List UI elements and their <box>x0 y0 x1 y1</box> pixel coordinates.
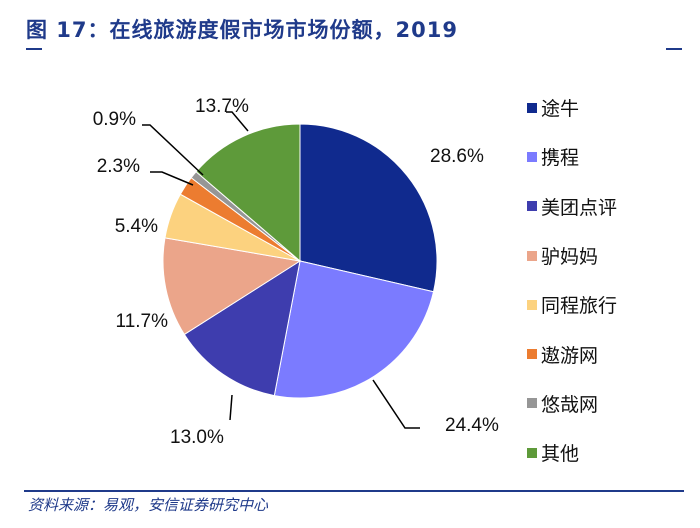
footer-rule <box>24 490 684 492</box>
legend-swatch <box>527 250 537 261</box>
legend-label: 遨游网 <box>541 344 599 367</box>
legend-label: 途牛 <box>541 98 580 121</box>
data-label: 0.9% <box>93 109 136 130</box>
data-label: 24.4% <box>445 415 499 436</box>
legend-swatch <box>527 201 537 212</box>
legend-label: 驴妈妈 <box>541 246 599 269</box>
legend-label: 美团点评 <box>541 196 618 219</box>
legend-label: 携程 <box>541 147 580 170</box>
legend-item: 悠哉网 <box>527 379 617 428</box>
legend-item: 携程 <box>527 132 617 181</box>
pie-slice-8 <box>195 123 301 263</box>
legend-swatch <box>527 398 537 409</box>
legend-item: 同程旅行 <box>527 280 617 329</box>
legend-item: 其他 <box>527 428 617 477</box>
pie-slice-1 <box>299 123 438 293</box>
source-note: 资料来源：易观，安信证券研究中心 <box>28 496 269 514</box>
pie-slice-2 <box>273 260 435 399</box>
title-rule-right <box>666 48 682 50</box>
leader-line <box>226 111 249 132</box>
pie-slice-3 <box>183 259 301 397</box>
data-label: 13.7% <box>195 96 249 117</box>
leader-line <box>372 379 420 429</box>
data-label: 28.6% <box>430 146 484 167</box>
legend-item: 美团点评 <box>527 182 617 231</box>
legend-item: 途牛 <box>527 83 617 132</box>
legend-item: 驴妈妈 <box>527 231 617 280</box>
data-label: 13.0% <box>170 427 224 448</box>
leader-line <box>150 171 194 186</box>
data-label: 2.3% <box>97 156 140 177</box>
legend-swatch <box>527 349 537 360</box>
pie-slice-4 <box>162 237 302 336</box>
data-label: 5.4% <box>115 216 158 237</box>
legend-label: 悠哉网 <box>541 393 599 416</box>
legend-swatch <box>527 299 537 310</box>
legend-swatch <box>527 151 537 162</box>
legend-label: 其他 <box>541 443 580 466</box>
figure-title: 图 17：在线旅游度假市场市场份额，2019 <box>26 18 458 42</box>
legend-label: 同程旅行 <box>541 295 618 318</box>
leader-line <box>229 394 233 421</box>
data-label: 11.7% <box>116 311 169 332</box>
legend-swatch <box>527 102 537 113</box>
legend: 途牛携程美团点评驴妈妈同程旅行遨游网悠哉网其他 <box>527 83 617 477</box>
legend-swatch <box>527 447 537 458</box>
legend-item: 遨游网 <box>527 329 617 378</box>
title-rule-left <box>26 48 42 50</box>
leader-line <box>142 124 204 176</box>
